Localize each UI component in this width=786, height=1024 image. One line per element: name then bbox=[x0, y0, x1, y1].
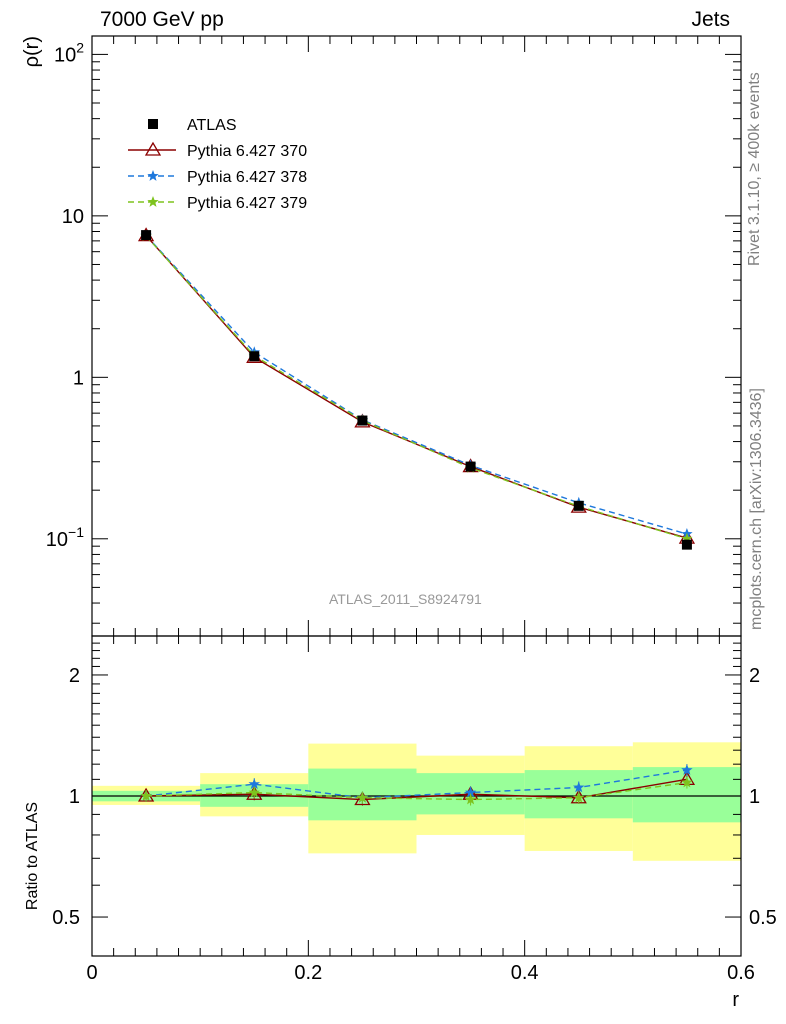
data-point-p379 bbox=[681, 532, 693, 544]
ratio-y-tick-label-right: 1 bbox=[749, 786, 760, 808]
ratio-y-tick-label: 1 bbox=[69, 786, 80, 808]
data-point-atlas bbox=[141, 230, 152, 241]
y-tick-label: 10−1 bbox=[46, 524, 84, 551]
header-process: Jets bbox=[691, 8, 730, 31]
data-point-atlas bbox=[681, 539, 692, 550]
x-tick-label: 0.2 bbox=[294, 962, 322, 984]
ratio-line-p378 bbox=[146, 769, 688, 799]
analysis-id-label: ATLAS_2011_S8924791 bbox=[329, 591, 482, 607]
ratio-y-axis-title: Ratio to ATLAS bbox=[24, 802, 41, 910]
data-point-atlas bbox=[249, 351, 260, 362]
legend-label-p379: Pythia 6.427 379 bbox=[187, 195, 307, 212]
x-tick-label: 0.4 bbox=[511, 962, 539, 984]
data-point-atlas bbox=[573, 500, 584, 511]
ratio-line-p379 bbox=[146, 781, 688, 801]
ratio-y-tick-label: 0.5 bbox=[52, 907, 80, 929]
ratio-point-p379 bbox=[464, 793, 477, 805]
legend-marker-atlas bbox=[148, 119, 158, 129]
ratio-point-p378 bbox=[248, 778, 260, 789]
legend-marker-p378 bbox=[147, 170, 159, 181]
legend-label-p378: Pythia 6.427 378 bbox=[187, 169, 307, 186]
legend-marker-p370 bbox=[144, 141, 162, 156]
header-collision-energy: 7000 GeV pp bbox=[100, 8, 224, 31]
series-line-p370 bbox=[145, 235, 688, 539]
legend-label-atlas: ATLAS bbox=[187, 117, 237, 134]
data-point-atlas bbox=[357, 415, 368, 426]
legend-marker-p379 bbox=[147, 196, 159, 207]
rivet-version-label: Rivet 3.1.10, ≥ 400k events bbox=[746, 72, 763, 266]
ratio-point-p378 bbox=[681, 764, 693, 775]
series-line-p378 bbox=[145, 235, 688, 535]
ratio-point-p379 bbox=[356, 791, 369, 803]
x-tick-label: 0 bbox=[86, 962, 97, 984]
ratio-point-p378 bbox=[573, 781, 585, 793]
y-tick-label: 10 bbox=[62, 206, 84, 228]
y-axis-title: ρ(r) bbox=[21, 36, 43, 67]
ratio-point-p379 bbox=[573, 791, 585, 803]
series-line-p379 bbox=[145, 235, 688, 540]
x-tick-label: 0.6 bbox=[727, 962, 755, 984]
x-axis-title: r bbox=[732, 989, 739, 1011]
y-tick-label: 1 bbox=[73, 367, 84, 389]
ratio-point-p370 bbox=[354, 791, 371, 806]
ratio-y-tick-label-right: 2 bbox=[749, 665, 760, 687]
ratio-point-p379 bbox=[681, 776, 693, 788]
legend-label-p370: Pythia 6.427 370 bbox=[187, 143, 307, 160]
mcplots-reference-label: mcplots.cern.ch [arXiv:1306.3436] bbox=[748, 388, 765, 630]
data-point-atlas bbox=[465, 461, 476, 472]
ratio-y-tick-label-right: 0.5 bbox=[749, 907, 777, 929]
ratio-point-p378 bbox=[464, 786, 477, 798]
ratio-point-p379 bbox=[140, 790, 152, 801]
y-tick-label: 102 bbox=[54, 39, 84, 66]
ratio-y-tick-label: 2 bbox=[69, 665, 80, 687]
ratio-point-p379 bbox=[248, 786, 260, 798]
